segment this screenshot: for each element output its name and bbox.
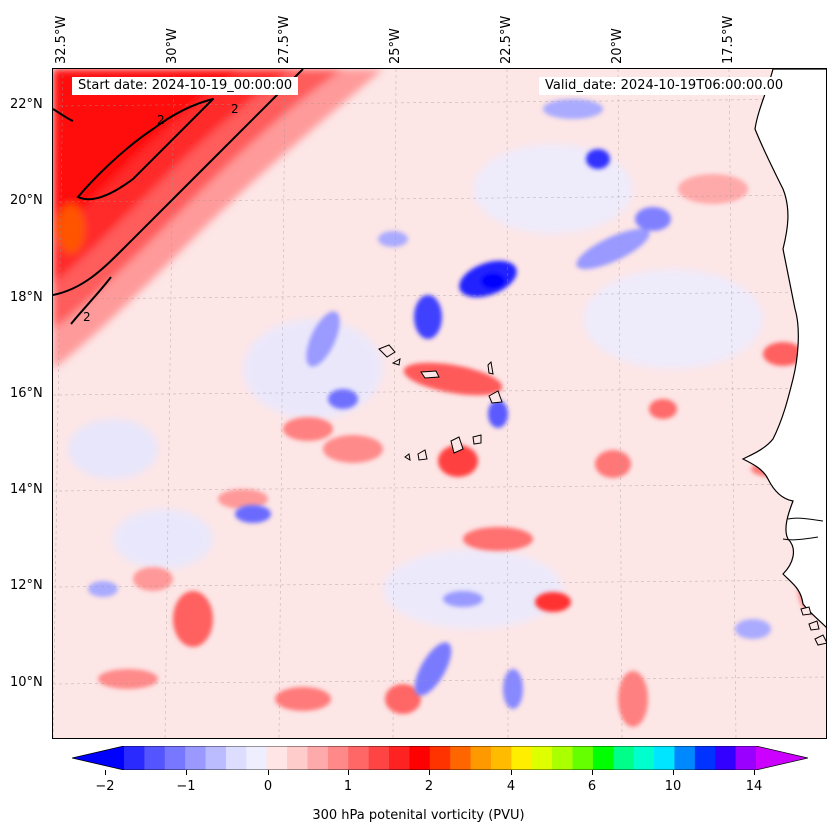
colorbar-segment: [450, 746, 472, 770]
colorbar-segment: [552, 746, 574, 770]
colorbar-segment: [654, 746, 675, 770]
longitude-label: 17.5°W: [721, 15, 736, 64]
contour-label: 2: [157, 113, 165, 127]
valid-date-label: Valid_date: 2024-10-19T06:00:00.00: [539, 77, 790, 95]
colorbar-segment: [266, 746, 288, 770]
longitude-label: 27.5°W: [277, 15, 292, 64]
colorbar-segment: [348, 746, 370, 770]
colorbar-segment: [389, 746, 410, 770]
map-panel: 2 2 2: [52, 68, 827, 739]
latitude-label: 12°N: [10, 578, 43, 593]
colorbar-tick-label: 2: [424, 779, 434, 794]
colorbar-segment: [409, 746, 431, 770]
longitude-label: 22.5°W: [499, 15, 514, 64]
colorbar-segment: [633, 746, 655, 770]
colorbar-tick-label: 0: [263, 779, 273, 794]
colorbar-segment: [531, 746, 553, 770]
africa-coastline: [741, 69, 826, 628]
colorbar-segment: [674, 746, 696, 770]
latitude-label: 18°N: [10, 290, 43, 305]
colorbar-segment: [694, 746, 716, 770]
start-date-label: Start date: 2024-10-19_00:00:00: [72, 77, 299, 95]
colorbar-segment: [572, 746, 594, 770]
colorbar-segment: [613, 746, 635, 770]
longitude-label: 30°W: [165, 28, 180, 64]
colorbar: [72, 746, 808, 770]
colorbar-segment: [307, 746, 329, 770]
colorbar-segment: [205, 746, 227, 770]
colorbar-tick-label: −2: [95, 779, 115, 794]
pv-field: 2 2 2: [53, 69, 826, 738]
colorbar-segment: [511, 746, 533, 770]
colorbar-tick-label: 1: [343, 779, 353, 794]
colorbar-segment: [715, 746, 737, 770]
colorbar-segment: [470, 746, 492, 770]
colorbar-tick-label: 14: [745, 779, 763, 794]
colorbar-segment: [225, 746, 247, 770]
contour-label: 2: [231, 102, 239, 116]
colorbar-segment: [735, 746, 757, 770]
colorbar-segment: [490, 746, 512, 770]
longitude-label: 32.5°W: [54, 15, 69, 64]
colorbar-segment: [246, 746, 268, 770]
latitude-label: 16°N: [10, 386, 43, 401]
colorbar-segment: [368, 746, 390, 770]
colorbar-segment: [124, 746, 145, 770]
colorbar-tick-label: 10: [664, 779, 682, 794]
colorbar-max-arrow: [756, 746, 808, 770]
colorbar-segment: [185, 746, 207, 770]
colorbar-segment: [592, 746, 614, 770]
colorbar-segment: [327, 746, 349, 770]
colorbar-tick-label: 6: [587, 779, 597, 794]
colorbar-min-arrow: [72, 746, 124, 770]
longitude-label: 20°W: [610, 28, 625, 64]
latitude-label: 22°N: [10, 97, 43, 112]
colorbar-segment: [287, 746, 308, 770]
colorbar-segment: [429, 746, 451, 770]
colorbar-label: 300 hPa potenital vorticity (PVU): [312, 808, 525, 823]
latitude-label: 20°N: [10, 193, 43, 208]
longitude-label: 25°W: [388, 28, 403, 64]
colorbar-segment: [164, 746, 186, 770]
latitude-label: 10°N: [10, 675, 43, 690]
latitude-label: 14°N: [10, 482, 43, 497]
contour-label: 2: [83, 310, 91, 324]
colorbar-tick-label: −1: [176, 779, 196, 794]
colorbar-segment: [144, 746, 166, 770]
colorbar-tick-label: 4: [506, 779, 516, 794]
